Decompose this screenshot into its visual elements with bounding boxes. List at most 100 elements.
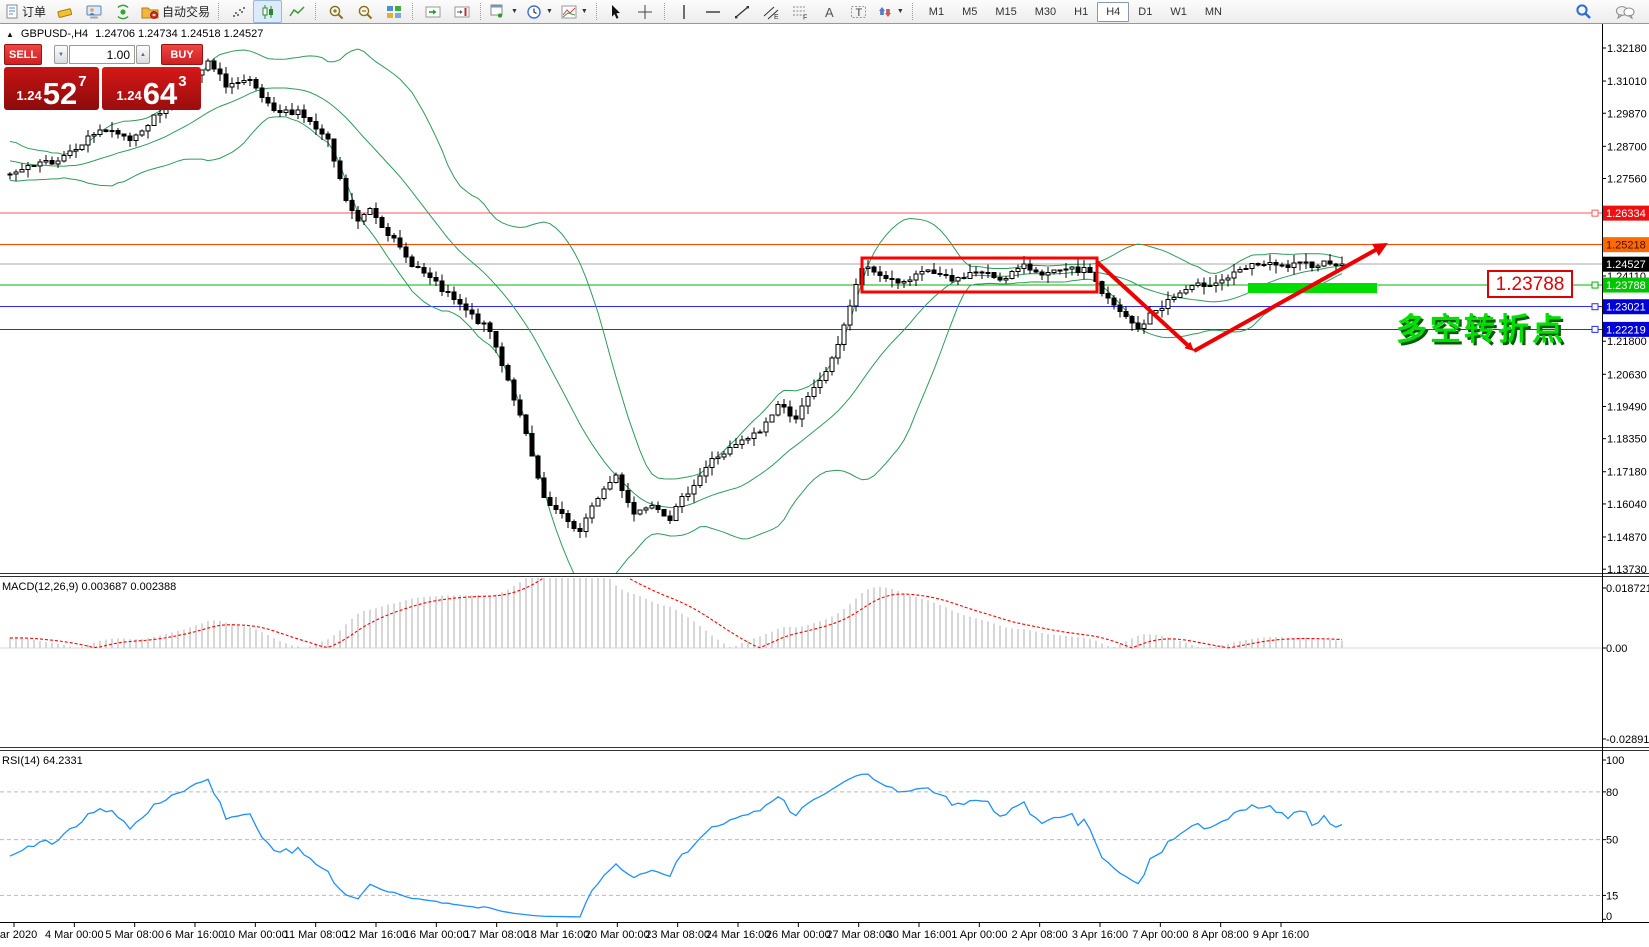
buy-button[interactable]: BUY <box>161 44 203 65</box>
consolidation-box[interactable] <box>860 256 1099 294</box>
svg-text:23 Mar 08:00: 23 Mar 08:00 <box>645 929 710 941</box>
volume-input[interactable] <box>69 45 135 64</box>
chevron-down-icon[interactable]: ▼ <box>511 8 518 15</box>
arrows-button[interactable]: ▼ <box>873 0 908 23</box>
volume-decrease-button[interactable]: ▼ <box>54 45 68 64</box>
svg-text:1 Apr 00:00: 1 Apr 00:00 <box>951 929 1007 941</box>
rsi-label: RSI(14) 64.2331 <box>2 755 83 767</box>
svg-text:A: A <box>825 5 834 20</box>
uptrend-arrow-arrowhead <box>1372 243 1388 257</box>
text-button[interactable]: A <box>815 0 844 23</box>
svg-text:3 Apr 16:00: 3 Apr 16:00 <box>1072 929 1128 941</box>
fibonacci-button[interactable]: F <box>786 0 815 23</box>
chevron-down-icon[interactable]: ▼ <box>896 8 904 15</box>
svg-text:1.17180: 1.17180 <box>1607 467 1647 479</box>
data-window-button[interactable] <box>79 0 108 23</box>
svg-text:1.21800: 1.21800 <box>1607 336 1647 348</box>
strategy-tester-button[interactable] <box>108 0 137 23</box>
horizontal-line-button[interactable] <box>699 0 728 23</box>
horizontal-level-lines[interactable] <box>0 212 1602 330</box>
auto-trading-button[interactable]: 自动交易 <box>137 0 214 23</box>
bars-icon <box>231 4 247 20</box>
macd-indicator <box>0 578 1602 649</box>
tile-windows-button[interactable] <box>379 0 408 23</box>
cursor-icon <box>608 4 624 20</box>
timeframe-m5[interactable]: M5 <box>962 5 978 18</box>
cn-annotation-text[interactable]: 多空转折点 <box>1396 312 1566 347</box>
clock-icon <box>526 4 542 20</box>
timeframe-mn[interactable]: MN <box>1204 5 1222 18</box>
timeframe-h1[interactable]: H1 <box>1074 5 1089 18</box>
price-tag-1.22219: 1.22219 <box>1591 321 1649 337</box>
sell-price-panel[interactable]: 1.24 52 7 <box>4 67 99 110</box>
svg-text:T: T <box>855 7 862 19</box>
triangle-down-icon: ▼ <box>58 51 64 58</box>
zoom-in-button[interactable] <box>321 0 350 23</box>
pane-frame <box>0 24 1649 923</box>
vertical-line-button[interactable] <box>670 0 699 23</box>
gold-icon <box>56 4 74 20</box>
svg-text:1.19490: 1.19490 <box>1607 401 1647 413</box>
toolbar-separator <box>412 3 414 20</box>
svg-text:6 Mar 16:00: 6 Mar 16:00 <box>166 929 225 941</box>
buy-price-panel[interactable]: 1.24 64 3 <box>102 67 201 110</box>
candles-icon <box>260 4 276 20</box>
candlesticks <box>7 58 1345 538</box>
chart-shift-button[interactable] <box>447 0 476 23</box>
channel-button[interactable]: E <box>757 0 786 23</box>
chart-marker-icon: ▲ <box>6 29 14 39</box>
timeframe-w1[interactable]: W1 <box>1170 5 1187 18</box>
auto-scroll-button[interactable] <box>418 0 447 23</box>
line-chart-button[interactable] <box>282 0 311 23</box>
new-chart-button[interactable]: ▼ <box>486 0 522 23</box>
svg-text:30 Mar 16:00: 30 Mar 16:00 <box>887 929 952 941</box>
timeframe-m30[interactable]: M30 <box>1034 5 1057 18</box>
downtrend-arrow[interactable] <box>1095 260 1192 350</box>
svg-text:1.18350: 1.18350 <box>1607 434 1647 446</box>
svg-text:1.13730: 1.13730 <box>1607 564 1647 576</box>
new-order-button-label: 订单 <box>22 5 47 19</box>
uptrend-arrow[interactable] <box>1193 245 1382 353</box>
timeframe-h4[interactable]: H4 <box>1097 1 1130 22</box>
folder-icon <box>141 4 159 20</box>
chevron-down-icon[interactable]: ▼ <box>545 8 553 15</box>
support-highlight-bar[interactable] <box>1248 283 1377 293</box>
svg-text:15: 15 <box>1606 890 1618 902</box>
volume-increase-button[interactable]: ▲ <box>136 45 150 64</box>
symbol-name: GBPUSD-,H4 <box>20 28 89 40</box>
rsi-indicator <box>0 773 1602 918</box>
price-tag-1.24527: 1.24527 <box>1603 256 1649 272</box>
svg-text:-0.028913: -0.028913 <box>1606 734 1649 746</box>
new-order-button[interactable]: 订单 <box>1 0 50 23</box>
search-button[interactable] <box>1569 0 1598 23</box>
bar-chart-button[interactable] <box>224 0 253 23</box>
candle-chart-button[interactable] <box>253 0 283 23</box>
time-axis: Mar 2020 4 Mar 00:005 Mar 08:006 Mar 16:0… <box>0 922 1309 941</box>
chat-button[interactable] <box>1610 0 1639 23</box>
sell-button[interactable]: SELL <box>4 44 42 65</box>
timeframe-m15[interactable]: M15 <box>995 5 1017 18</box>
svg-text:1.16040: 1.16040 <box>1607 499 1647 511</box>
toolbar-separator <box>480 3 482 20</box>
price-chart: 1.321801.310101.298701.287001.275601.241… <box>0 24 1649 941</box>
main-toolbar: 订单 自动交易 ▼ ▼ ▼ E F A T ▼ M1 M5 M15 M30 H1 H4 D1 W1 MN <box>0 0 1649 24</box>
chevron-down-icon[interactable]: ▼ <box>580 8 588 15</box>
crosshair-button[interactable] <box>631 0 660 23</box>
timeframe-m1[interactable]: M1 <box>928 5 945 18</box>
templates-button[interactable]: ▼ <box>557 0 592 23</box>
market-watch-button[interactable] <box>50 0 79 23</box>
periods-button[interactable]: ▼ <box>522 0 557 23</box>
price-callout-box[interactable] <box>1487 270 1573 298</box>
text-label-button[interactable]: T <box>844 0 873 23</box>
trendline-button[interactable] <box>728 0 757 23</box>
sell-price-small: 1.24 <box>16 88 42 103</box>
price-tag-1.26334: 1.26334 <box>1591 205 1649 221</box>
svg-text:11 Mar 08:00: 11 Mar 08:00 <box>284 929 348 941</box>
timeframe-d1[interactable]: D1 <box>1138 5 1153 18</box>
zoom-out-button[interactable] <box>350 0 379 23</box>
newchart-icon <box>490 4 507 20</box>
svg-text:12 Mar 16:00: 12 Mar 16:00 <box>344 929 409 941</box>
cursor-button[interactable] <box>602 0 631 23</box>
